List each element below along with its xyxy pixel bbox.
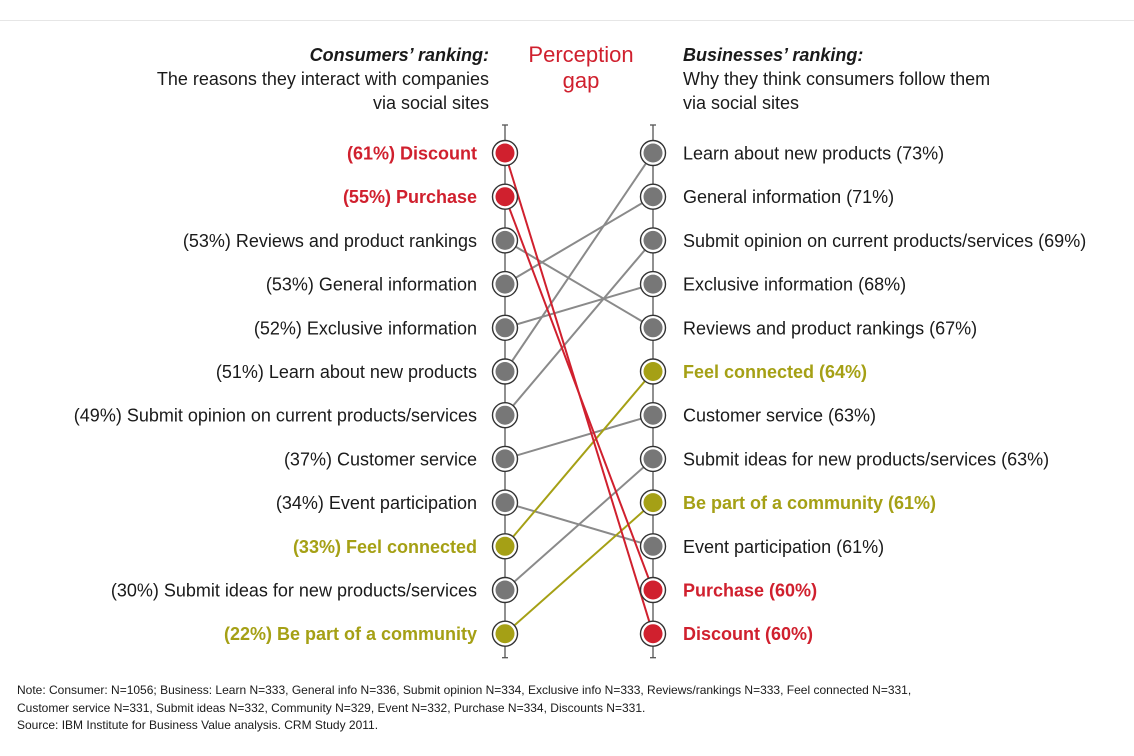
source-line: Source: IBM Institute for Business Value… (17, 718, 379, 732)
left-label-reviews-and-product-rankings: (53%) Reviews and product rankings (183, 231, 477, 251)
consumers-subtitle: The reasons they interact with companies… (156, 69, 489, 113)
left-marker-customer-service (495, 449, 515, 469)
left-marker-general-information (495, 274, 515, 294)
right-label-reviews-and-product-rankings: Reviews and product rankings (67%) (683, 318, 977, 338)
right-marker-general-information (643, 187, 663, 207)
right-label-exclusive-information: Exclusive information (68%) (683, 275, 906, 295)
left-label-exclusive-information: (52%) Exclusive information (254, 318, 477, 338)
left-label-discount: (61%) Discount (347, 144, 477, 164)
left-marker-event-participation (495, 493, 515, 513)
right-marker-customer-service (643, 405, 663, 425)
connector-general-information (504, 195, 654, 285)
connector-reviews-and-product-rankings (504, 239, 654, 329)
right-marker-learn-about-new-products (643, 143, 663, 163)
right-marker-purchase (643, 580, 663, 600)
left-marker-submit-opinion-on-current-products-services (495, 405, 515, 425)
connector-exclusive-information (504, 283, 654, 329)
left-label-be-part-of-a-community: (22%) Be part of a community (224, 624, 477, 644)
top-divider (0, 20, 1134, 21)
right-label-customer-service: Customer service (63%) (683, 406, 876, 426)
businesses-title: Businesses’ ranking: (683, 45, 864, 65)
left-label-learn-about-new-products: (51%) Learn about new products (216, 362, 477, 382)
right-label-general-information: General information (71%) (683, 187, 894, 207)
left-label-general-information: (53%) General information (266, 275, 477, 295)
right-marker-submit-ideas-for-new-products-services (643, 449, 663, 469)
right-label-learn-about-new-products: Learn about new products (73%) (683, 144, 944, 164)
connector-submit-opinion-on-current-products-services (504, 239, 654, 416)
perception-gap-title: Perception gap (528, 42, 634, 93)
slope-chart: (61%) Discount (55%) Purchase (53%) Review… (74, 124, 1086, 659)
footnotes: Note: Consumer: N=1056; Business: Learn … (17, 682, 911, 735)
connector-learn-about-new-products (504, 152, 654, 373)
left-marker-exclusive-information (495, 318, 515, 338)
businesses-subtitle: Why they think consumers follow them via… (683, 69, 991, 113)
left-label-purchase: (55%) Purchase (343, 187, 477, 207)
left-marker-feel-connected (495, 536, 515, 556)
connector-be-part-of-a-community (504, 501, 654, 635)
right-marker-feel-connected (643, 362, 663, 381)
left-marker-be-part-of-a-community (495, 624, 515, 644)
left-marker-discount (495, 143, 515, 163)
right-label-be-part-of-a-community: Be part of a community (61%) (683, 493, 936, 513)
right-marker-be-part-of-a-community (643, 493, 663, 513)
connector-customer-service (504, 414, 654, 460)
businesses-header: Businesses’ ranking: Why they think cons… (683, 43, 990, 115)
left-label-customer-service: (37%) Customer service (284, 449, 477, 469)
right-marker-submit-opinion-on-current-products-services (643, 230, 663, 250)
left-marker-reviews-and-product-rankings (495, 230, 515, 250)
right-label-submit-ideas-for-new-products-services: Submit ideas for new products/services (… (683, 449, 1049, 469)
right-marker-exclusive-information (643, 274, 663, 294)
consumers-title: Consumers’ ranking: (309, 45, 489, 65)
note-line-2: Customer service N=331, Submit ideas N=3… (17, 700, 646, 715)
left-label-submit-opinion-on-current-products-services: (49%) Submit opinion on current products… (74, 406, 477, 426)
left-label-submit-ideas-for-new-products-services: (30%) Submit ideas for new products/serv… (111, 581, 477, 601)
left-marker-purchase (495, 187, 515, 207)
consumers-header: Consumers’ ranking: The reasons they int… (157, 43, 489, 115)
right-marker-reviews-and-product-rankings (643, 318, 663, 338)
connector-purchase (504, 196, 654, 591)
right-label-submit-opinion-on-current-products-services: Submit opinion on current products/servi… (683, 231, 1086, 251)
right-label-event-participation: Event participation (61%) (683, 537, 884, 557)
right-label-discount: Discount (60%) (683, 624, 813, 644)
right-marker-discount (643, 624, 663, 644)
left-marker-submit-ideas-for-new-products-services (495, 580, 515, 600)
right-label-purchase: Purchase (60%) (683, 581, 817, 601)
right-marker-event-participation (643, 536, 663, 556)
connector-feel-connected (504, 370, 654, 547)
left-label-feel-connected: (33%) Feel connected (293, 537, 477, 557)
right-label-feel-connected: Feel connected (64%) (683, 362, 867, 382)
connector-submit-ideas-for-new-products-services (504, 458, 654, 591)
note-line-1: Note: Consumer: N=1056; Business: Learn … (17, 683, 912, 697)
left-label-event-participation: (34%) Event participation (276, 493, 477, 513)
left-marker-learn-about-new-products (495, 362, 515, 381)
